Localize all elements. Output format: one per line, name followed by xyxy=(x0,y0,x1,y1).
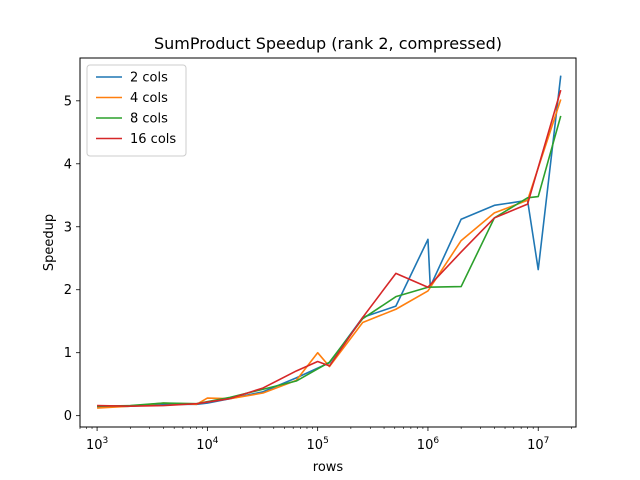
legend-box xyxy=(86,64,187,157)
x-tick-label: 105 xyxy=(307,436,329,453)
legend-label: 16 cols xyxy=(130,132,176,147)
legend: 2 cols 4 cols 8 cols 16 cols xyxy=(86,64,187,157)
legend-label: 2 cols xyxy=(130,71,168,86)
x-tick-label: 107 xyxy=(527,436,549,453)
x-axis: 103 104 105 106 107 xyxy=(79,427,572,453)
legend-label: 4 cols xyxy=(130,91,168,106)
y-tick-label: 3 xyxy=(64,220,72,235)
y-tick-label: 1 xyxy=(64,346,72,361)
chart-title: SumProduct Speedup (rank 2, compressed) xyxy=(154,34,502,53)
series-line-3 xyxy=(97,115,562,408)
y-tick-label: 2 xyxy=(64,283,72,298)
x-tick-label: 106 xyxy=(417,436,440,453)
y-tick-label: 0 xyxy=(64,409,72,424)
x-axis-title: rows xyxy=(313,460,344,475)
x-tick-label: 104 xyxy=(196,436,219,453)
plot-area xyxy=(97,75,562,409)
x-tick-label: 103 xyxy=(86,436,108,453)
y-tick-label: 4 xyxy=(64,157,72,172)
y-axis-title: Speedup xyxy=(42,214,57,271)
y-axis: 0 1 2 3 4 5 xyxy=(64,94,80,424)
series-line-4 xyxy=(97,89,562,408)
legend-label: 8 cols xyxy=(130,112,168,127)
y-tick-label: 5 xyxy=(64,94,72,109)
plot-frame xyxy=(79,57,577,428)
